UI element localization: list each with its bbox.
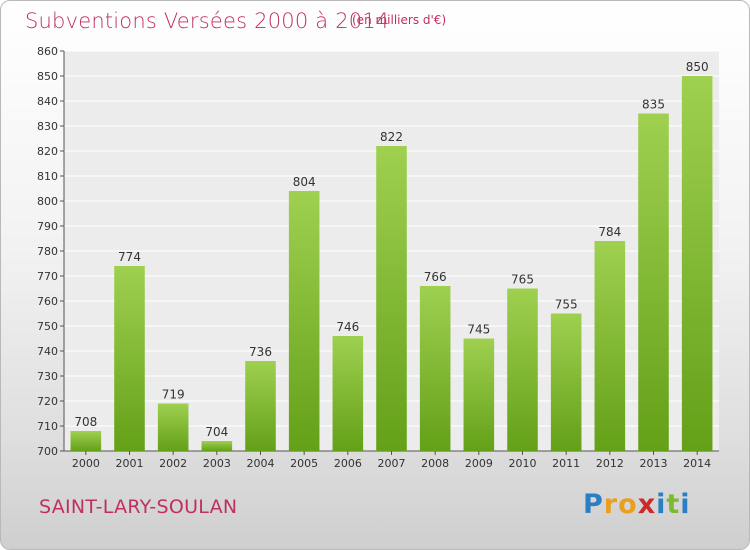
y-tick-label: 750 bbox=[37, 320, 58, 333]
bar bbox=[682, 76, 713, 451]
x-tick-label: 2004 bbox=[247, 457, 275, 470]
bar bbox=[420, 286, 451, 451]
y-tick-label: 770 bbox=[37, 270, 58, 283]
logo-letter: x bbox=[638, 489, 656, 520]
x-tick-label: 2005 bbox=[290, 457, 318, 470]
y-tick-label: 800 bbox=[37, 195, 58, 208]
bar bbox=[202, 441, 233, 451]
x-tick-label: 2003 bbox=[203, 457, 231, 470]
y-tick-label: 730 bbox=[37, 370, 58, 383]
bar bbox=[114, 266, 145, 451]
data-label: 719 bbox=[162, 388, 185, 402]
data-label: 784 bbox=[598, 225, 621, 239]
data-label: 704 bbox=[205, 425, 228, 439]
y-tick-label: 850 bbox=[37, 70, 58, 83]
y-tick-label: 780 bbox=[37, 245, 58, 258]
x-tick-label: 2012 bbox=[596, 457, 624, 470]
x-tick-label: 2014 bbox=[683, 457, 711, 470]
commune-name: SAINT-LARY-SOULAN bbox=[39, 496, 237, 518]
y-tick-label: 830 bbox=[37, 120, 58, 133]
logo-letter: o bbox=[618, 489, 638, 520]
y-tick-label: 710 bbox=[37, 420, 58, 433]
bar bbox=[245, 361, 276, 451]
bar bbox=[289, 191, 320, 451]
bar bbox=[638, 114, 669, 452]
data-label: 804 bbox=[293, 175, 316, 189]
logo-letter: i bbox=[680, 489, 690, 520]
logo-letter: r bbox=[604, 489, 618, 520]
logo-letter: P bbox=[583, 489, 604, 520]
data-label: 766 bbox=[424, 270, 447, 284]
x-tick-label: 2006 bbox=[334, 457, 362, 470]
y-tick-label: 790 bbox=[37, 220, 58, 233]
logo-letter: t bbox=[666, 489, 680, 520]
data-label: 835 bbox=[642, 98, 665, 112]
bar bbox=[464, 339, 495, 452]
y-tick-label: 700 bbox=[37, 445, 58, 458]
data-label: 746 bbox=[336, 320, 359, 334]
x-tick-label: 2010 bbox=[509, 457, 537, 470]
y-tick-label: 860 bbox=[37, 45, 58, 58]
x-tick-label: 2011 bbox=[552, 457, 580, 470]
logo-letter: i bbox=[656, 489, 666, 520]
data-label: 822 bbox=[380, 130, 403, 144]
x-tick-label: 2002 bbox=[159, 457, 187, 470]
x-tick-label: 2013 bbox=[640, 457, 668, 470]
proxiti-logo[interactable]: Proxiti bbox=[583, 489, 691, 520]
bar bbox=[333, 336, 364, 451]
x-tick-label: 2009 bbox=[465, 457, 493, 470]
y-tick-label: 810 bbox=[37, 170, 58, 183]
y-tick-label: 720 bbox=[37, 395, 58, 408]
data-label: 736 bbox=[249, 345, 272, 359]
x-tick-label: 2007 bbox=[378, 457, 406, 470]
data-label: 745 bbox=[467, 323, 490, 337]
data-label: 774 bbox=[118, 250, 141, 264]
y-tick-label: 840 bbox=[37, 95, 58, 108]
bar bbox=[71, 431, 102, 451]
bar bbox=[376, 146, 407, 451]
bar bbox=[507, 289, 538, 452]
data-label: 850 bbox=[686, 60, 709, 74]
bar bbox=[158, 404, 189, 452]
data-label: 708 bbox=[74, 415, 97, 429]
bar bbox=[595, 241, 626, 451]
x-tick-label: 2000 bbox=[72, 457, 100, 470]
y-tick-label: 740 bbox=[37, 345, 58, 358]
data-label: 765 bbox=[511, 273, 534, 287]
data-label: 755 bbox=[555, 298, 578, 312]
bar bbox=[551, 314, 582, 452]
x-tick-label: 2001 bbox=[116, 457, 144, 470]
y-tick-label: 820 bbox=[37, 145, 58, 158]
y-tick-label: 760 bbox=[37, 295, 58, 308]
x-tick-label: 2008 bbox=[421, 457, 449, 470]
